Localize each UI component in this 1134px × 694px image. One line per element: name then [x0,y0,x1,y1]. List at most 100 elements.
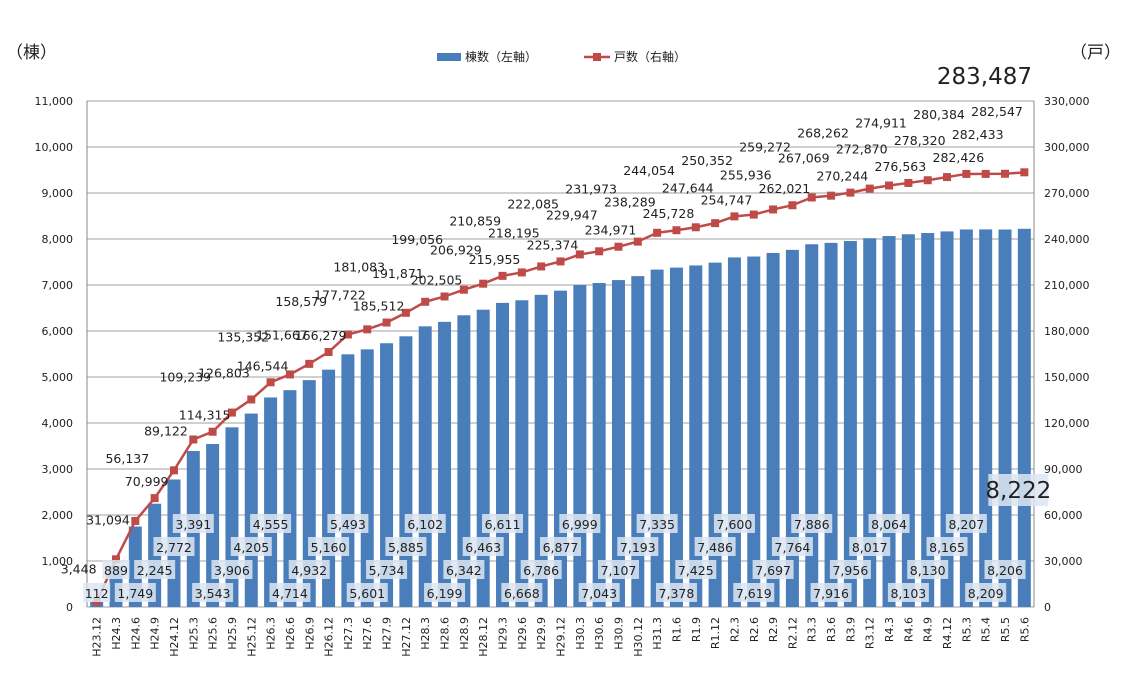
left-tick-label: 6,000 [42,325,74,338]
line-marker [537,262,546,271]
line-label: 215,955 [469,252,521,267]
bar-label-box [308,537,350,556]
bar [959,229,973,607]
bar [650,269,664,607]
x-tick-label: H24.12 [168,617,181,657]
left-axis-title: （棟） [6,43,57,63]
line-marker [711,219,720,228]
bar [438,321,452,607]
line-marker [440,292,449,301]
bar [689,265,703,607]
line-label: 218,195 [488,225,540,240]
x-tick-label: R5.4 [980,617,993,642]
bar-label-box [926,537,968,556]
x-tick-label: R3.6 [825,617,838,642]
x-tick-label: H30.3 [574,617,587,650]
bar-label-box [713,514,755,533]
line-marker [1001,169,1010,178]
bar-label-box [617,537,659,556]
x-tick-label: R2.12 [786,617,799,649]
bar-label-box [172,514,214,533]
bar-label-box [636,514,678,533]
right-tick-label: 300,000 [1044,141,1090,154]
bar [496,302,510,607]
x-tick-label: R2.6 [748,617,761,642]
bar-label-box [404,514,446,533]
line-marker [653,228,662,237]
bar-label: 7,043 [581,586,617,601]
bar [457,315,471,607]
x-tick-label: R1.12 [709,617,722,649]
line-marker [189,435,198,444]
bar-label-box [597,560,639,579]
line-label: 262,021 [759,181,811,196]
bar-label: 8,103 [890,586,926,601]
right-tick-label: 90,000 [1044,463,1083,476]
line-marker [981,169,990,178]
x-tick-label: H26.3 [265,617,278,650]
bar [283,390,297,607]
line-label: 146,544 [237,358,289,373]
bar [901,234,915,607]
left-tick-label: 9,000 [42,187,74,200]
line-marker [363,325,372,334]
bar-label: 8,209 [968,586,1004,601]
line-label: 267,069 [778,150,830,165]
x-tick-label: H24.9 [149,617,162,650]
x-tick-label: R1.6 [670,617,683,642]
left-tick-label: 5,000 [42,371,74,384]
right-axis-title: （戸） [1070,43,1121,63]
bar-label: 6,102 [407,517,443,532]
bar-label-box [346,583,388,602]
bar-label-box [791,514,833,533]
bar-label: 7,378 [659,586,695,601]
line-label: 151,667 [256,327,308,342]
bar-label-box [327,514,369,533]
line-marker [479,279,488,288]
bar-label-box [771,537,813,556]
line-marker [807,193,816,202]
line-label: 3,448 [61,562,97,577]
line-label: 272,870 [836,142,888,157]
left-tick-label: 4,000 [42,417,74,430]
bar-label: 2,772 [156,540,192,555]
line-label: 177,722 [314,287,366,302]
left-tick-label: 7,000 [42,279,74,292]
right-tick-label: 330,000 [1044,95,1090,108]
line-label: 202,505 [411,272,463,287]
bar [940,231,954,607]
x-tick-label: R2.3 [728,617,741,642]
bar-label: 3,391 [175,517,211,532]
bar-label: 8,207 [948,517,984,532]
bar-label: 8,017 [852,540,888,555]
legend-item-line: 戸数（右軸） [584,48,686,65]
bar-label: 5,493 [330,517,366,532]
x-tick-label: H28.9 [458,617,471,650]
bar-label-box [462,537,504,556]
line-label: 282,547 [971,104,1023,119]
x-tick-label: R4.3 [883,617,896,642]
line-marker [827,191,836,200]
line-label: 282,433 [952,127,1004,142]
line-marker [111,555,120,564]
bar-label: 6,342 [446,563,482,578]
line-marker [169,466,178,475]
bar-label-box [752,560,794,579]
bar [631,276,645,607]
x-tick-label: H23.12 [91,617,104,657]
x-tick-label: H25.12 [245,617,258,657]
bar-label: 8,064 [871,517,907,532]
right-tick-label: 60,000 [1044,509,1083,522]
line-marker [131,516,140,525]
bar [244,413,258,607]
bar-label-box [520,560,562,579]
line-label: 270,244 [817,169,869,184]
bar-label-box [984,560,1026,579]
line-marker [459,285,468,294]
bar-label-box [829,560,871,579]
bar-label: 6,463 [465,540,501,555]
line-label: 89,122 [144,423,188,438]
line-marker [575,250,584,259]
bar-label: 6,877 [543,540,579,555]
bar-label: 7,956 [832,563,868,578]
